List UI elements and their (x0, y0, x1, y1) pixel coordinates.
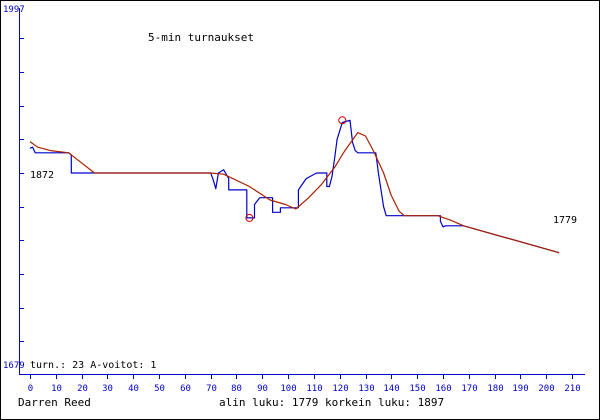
rating-line (29, 119, 560, 254)
x-tick-label: 140 (383, 384, 399, 394)
x-tick-label: 210 (564, 384, 580, 394)
y-ticks (19, 38, 24, 342)
x-tick-label: 170 (461, 384, 477, 394)
x-ticks (30, 374, 573, 379)
marker-group (245, 116, 347, 222)
chart-title: 5-min turnaukset (148, 31, 254, 44)
extreme-marker (245, 213, 254, 222)
x-tick-label: 130 (358, 384, 374, 394)
x-tick-label: 150 (409, 384, 425, 394)
x-tick-label: 100 (280, 384, 296, 394)
x-tick-label: 40 (128, 384, 139, 394)
x-tick-label: 120 (332, 384, 348, 394)
x-tick-label: 190 (512, 384, 528, 394)
x-tick-label: 200 (538, 384, 554, 394)
start-label: 1872 (30, 170, 54, 181)
average-line (29, 132, 560, 254)
extreme-marker (338, 116, 347, 125)
x-tick-label: 0 (28, 384, 33, 394)
y-bottom-label: 1679 (3, 361, 25, 371)
series-group (29, 119, 560, 254)
x-tick-labels: 0 10 20 30 40 50 60 70 80 90 100 110 120 130 140 150 160… (28, 384, 581, 394)
y-top-label: 1997 (3, 5, 25, 15)
x-tick-label: 70 (206, 384, 217, 394)
x-tick-label: 30 (102, 384, 113, 394)
end-label: 1779 (553, 215, 577, 226)
x-tick-label: 20 (77, 384, 88, 394)
x-tick-label: 110 (306, 384, 322, 394)
x-tick-label: 180 (487, 384, 503, 394)
x-tick-label: 60 (180, 384, 191, 394)
footer-stats: alin luku: 1779 korkein luku: 1897 (219, 396, 444, 409)
x-tick-label: 50 (154, 384, 165, 394)
stats-text: turn.: 23 A-voitot: 1 (30, 360, 156, 371)
player-name: Darren Reed (18, 396, 91, 409)
x-tick-label: 160 (435, 384, 451, 394)
x-tick-label: 10 (51, 384, 62, 394)
x-tick-label: 90 (257, 384, 268, 394)
x-tick-label: 80 (231, 384, 242, 394)
